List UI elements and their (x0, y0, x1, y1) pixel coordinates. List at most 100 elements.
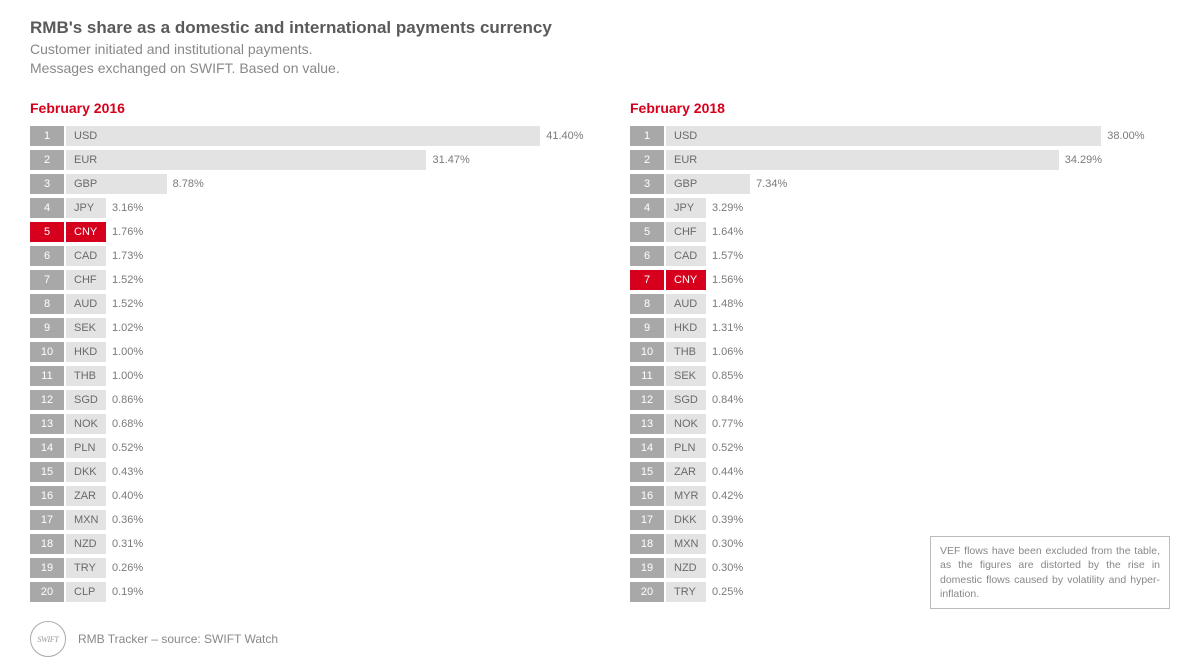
bar-area: USD38.00% (666, 126, 1170, 146)
currency-label: NZD (674, 558, 697, 578)
rank-badge: 17 (630, 510, 664, 530)
bar-area: CHF1.64% (666, 222, 1170, 242)
footnote-box: VEF flows have been excluded from the ta… (930, 536, 1170, 609)
chart-row: 11SEK0.85% (630, 366, 1170, 386)
chart-row: 13NOK0.68% (30, 414, 570, 434)
bar-area: DKK 0.43% (66, 462, 570, 482)
charts-container: February 2016 1USD41.40% 2EUR31.47% 3 GBP 8.7… (30, 100, 1170, 606)
currency-label: DKK (74, 462, 97, 482)
currency-label: PLN (674, 438, 695, 458)
bar-area: HKD 1.31% (666, 318, 1170, 338)
value-label: 0.44% (712, 462, 743, 482)
value-label: 8.78% (173, 174, 204, 194)
value-label: 0.30% (712, 558, 743, 578)
value-label: 0.40% (112, 486, 143, 506)
value-label: 0.43% (112, 462, 143, 482)
value-label: 0.36% (112, 510, 143, 530)
chart-row: 14PLN0.52% (630, 438, 1170, 458)
currency-label: CHF (674, 222, 697, 242)
rank-badge: 19 (630, 558, 664, 578)
chart-row: 4JPY3.16% (30, 198, 570, 218)
currency-label: MXN (74, 510, 98, 530)
bar-area: THB1.00% (66, 366, 570, 386)
value-label: 1.52% (112, 294, 143, 314)
chart-row: 3GBP7.34% (630, 174, 1170, 194)
currency-label: GBP (74, 174, 97, 194)
currency-label: TRY (674, 582, 696, 602)
chart-title: February 2016 (30, 100, 570, 116)
currency-label: CNY (74, 222, 97, 242)
chart-row: 6CAD1.73% (30, 246, 570, 266)
rank-badge: 12 (30, 390, 64, 410)
chart-row: 16MYR0.42% (630, 486, 1170, 506)
currency-label: SGD (74, 390, 98, 410)
bar-area: JPY 3.29% (666, 198, 1170, 218)
rank-badge: 20 (30, 582, 64, 602)
value-label: 3.29% (712, 198, 743, 218)
bar-area: SGD0.84% (666, 390, 1170, 410)
bar-area: CNY1.56% (666, 270, 1170, 290)
currency-label: SGD (674, 390, 698, 410)
currency-label: EUR (74, 150, 97, 170)
rank-badge: 17 (30, 510, 64, 530)
value-label: 1.00% (112, 366, 143, 386)
rank-badge: 14 (30, 438, 64, 458)
bar-chart: February 20161USD41.40%2EUR31.47%3GBP8.7… (30, 100, 570, 606)
chart-row: 3GBP8.78% (30, 174, 570, 194)
rank-badge: 3 (630, 174, 664, 194)
value-label: 0.68% (112, 414, 143, 434)
chart-row: 2EUR31.47% (30, 150, 570, 170)
rank-badge: 7 (30, 270, 64, 290)
value-label: 0.52% (712, 438, 743, 458)
rank-badge: 6 (630, 246, 664, 266)
value-label: 3.16% (112, 198, 143, 218)
value-label: 7.34% (756, 174, 787, 194)
currency-label: NOK (674, 414, 698, 434)
chart-row: 15 DKK 0.43% (30, 462, 570, 482)
chart-row: 7CNY1.56% (630, 270, 1170, 290)
value-label: 0.26% (112, 558, 143, 578)
value-label: 0.30% (712, 534, 743, 554)
currency-label: HKD (674, 318, 697, 338)
bar-area: CAD1.73% (66, 246, 570, 266)
bar-area: SGD0.86% (66, 390, 570, 410)
value-label: 0.19% (112, 582, 143, 602)
bar-area: GBP7.34% (666, 174, 1170, 194)
chart-row: 1USD41.40% (30, 126, 570, 146)
currency-label: NZD (74, 534, 97, 554)
chart-row: 9 HKD 1.31% (630, 318, 1170, 338)
bar-area: CAD1.57% (666, 246, 1170, 266)
bar-area: NZD0.31% (66, 534, 570, 554)
currency-label: DKK (674, 510, 697, 530)
bar (666, 126, 1101, 146)
bar-area: ZAR0.44% (666, 462, 1170, 482)
bar-chart: February 20181USD38.00%2EUR34.29%3GBP7.3… (630, 100, 1170, 606)
chart-row: 18NZD0.31% (30, 534, 570, 554)
chart-row: 17DKK0.39% (630, 510, 1170, 530)
rank-badge: 15 (630, 462, 664, 482)
rank-badge: 15 (30, 462, 64, 482)
value-label: 1.52% (112, 270, 143, 290)
bar-area: PLN0.52% (66, 438, 570, 458)
chart-row: 9SEK1.02% (30, 318, 570, 338)
value-label: 1.48% (712, 294, 743, 314)
chart-row: 5CHF1.64% (630, 222, 1170, 242)
currency-label: PLN (74, 438, 95, 458)
bar-area: HKD1.00% (66, 342, 570, 362)
value-label: 1.00% (112, 342, 143, 362)
value-label: 1.31% (712, 318, 743, 338)
currency-label: CLP (74, 582, 95, 602)
footer: SWIFT RMB Tracker – source: SWIFT Watch (30, 621, 278, 657)
value-label: 1.02% (112, 318, 143, 338)
rank-badge: 16 (30, 486, 64, 506)
rank-badge: 19 (30, 558, 64, 578)
bar (666, 150, 1059, 170)
bar-area: EUR31.47% (66, 150, 570, 170)
chart-row: 15ZAR0.44% (630, 462, 1170, 482)
rank-badge: 11 (630, 366, 664, 386)
currency-label: JPY (674, 198, 694, 218)
rank-badge: 18 (630, 534, 664, 554)
rank-badge: 9 (630, 318, 664, 338)
chart-row: 10HKD1.00% (30, 342, 570, 362)
bar (66, 126, 540, 146)
